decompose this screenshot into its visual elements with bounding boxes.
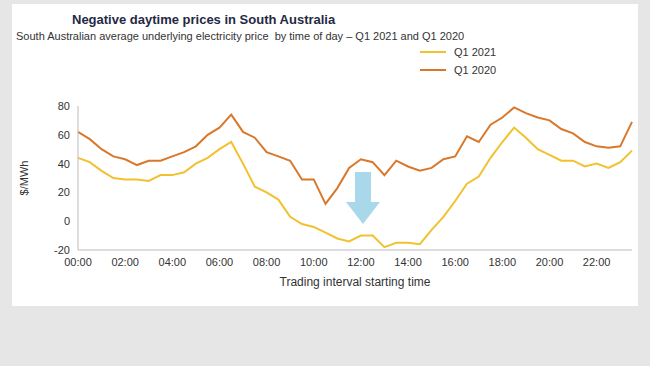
svg-text:0: 0 bbox=[64, 215, 70, 227]
svg-text:40: 40 bbox=[58, 158, 70, 170]
svg-text:22:00: 22:00 bbox=[583, 256, 611, 268]
svg-text:12:00: 12:00 bbox=[347, 256, 375, 268]
svg-text:04:00: 04:00 bbox=[159, 256, 187, 268]
html-text:Q1 2020: Q1 2020 bbox=[454, 64, 497, 76]
html-text:Q1 2021: Q1 2021 bbox=[454, 46, 497, 58]
svg-text:20: 20 bbox=[58, 186, 70, 198]
svg-text:$/MWh: $/MWh bbox=[18, 161, 30, 196]
html-text:South Australian average under: South Australian average underlying elec… bbox=[16, 30, 465, 42]
svg-text:-20: -20 bbox=[54, 244, 70, 256]
svg-text:20:00: 20:00 bbox=[536, 256, 564, 268]
svg-text:Trading interval starting time: Trading interval starting time bbox=[280, 275, 431, 289]
svg-text:14:00: 14:00 bbox=[394, 256, 422, 268]
svg-text:08:00: 08:00 bbox=[253, 256, 281, 268]
svg-text:80: 80 bbox=[58, 100, 70, 112]
svg-text:18:00: 18:00 bbox=[489, 256, 517, 268]
svg-text:16:00: 16:00 bbox=[441, 256, 469, 268]
svg-text:60: 60 bbox=[58, 129, 70, 141]
html-text:Negative daytime prices in Sou: Negative daytime prices in South Austral… bbox=[72, 12, 336, 27]
svg-text:00:00: 00:00 bbox=[64, 256, 92, 268]
svg-text:06:00: 06:00 bbox=[206, 256, 234, 268]
svg-text:10:00: 10:00 bbox=[300, 256, 328, 268]
svg-text:02:00: 02:00 bbox=[111, 256, 139, 268]
